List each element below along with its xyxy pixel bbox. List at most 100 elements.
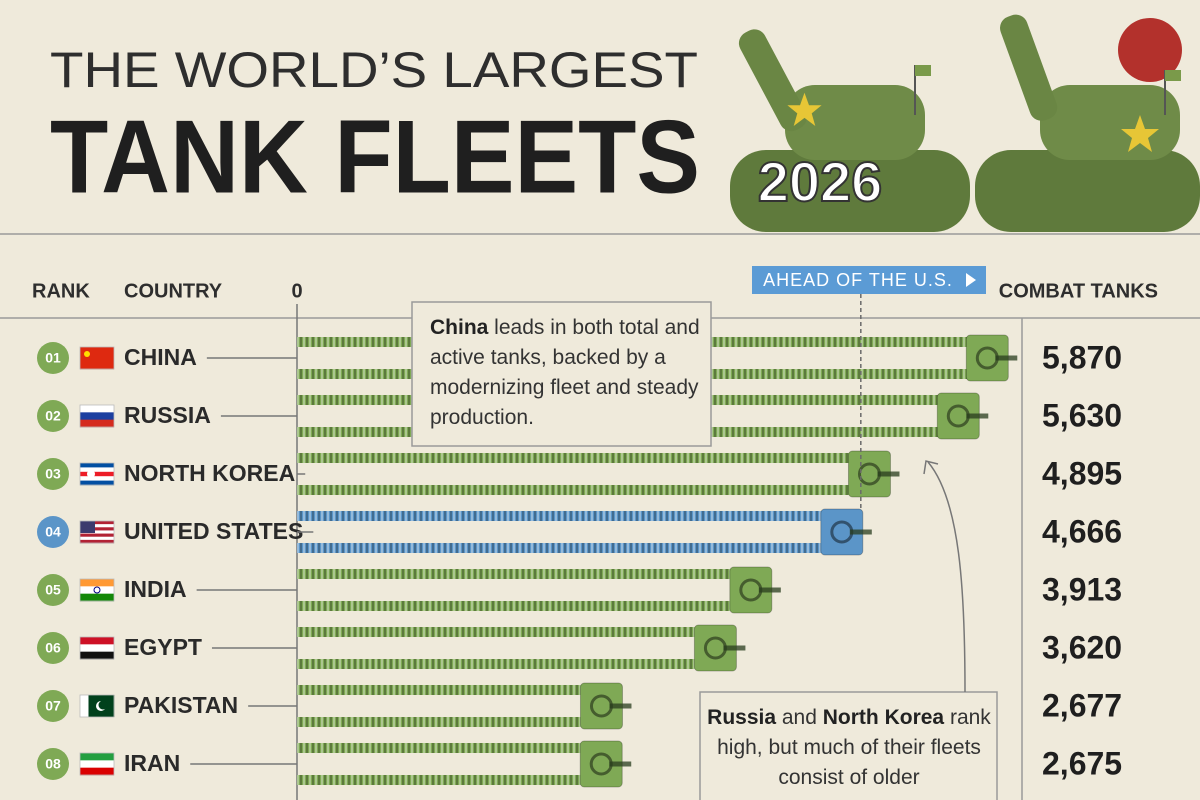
category-header: COUNTRY <box>124 280 223 302</box>
rank-badge <box>37 632 69 664</box>
bar <box>297 450 900 498</box>
flag-part <box>80 539 114 544</box>
flag <box>79 578 115 602</box>
bar <box>297 740 632 788</box>
row: 03 NORTH KOREA 4,895 <box>37 450 1122 498</box>
flag-part <box>80 637 114 645</box>
track <box>297 775 585 785</box>
category-label: INDIA <box>124 576 187 602</box>
rank-badge <box>37 516 69 548</box>
track <box>297 485 853 495</box>
flag-part <box>98 700 108 710</box>
flag-border <box>79 694 115 718</box>
flag-border <box>79 520 115 544</box>
flag-part <box>80 524 114 528</box>
flag-part <box>80 480 114 486</box>
tank-barrel <box>609 761 632 767</box>
row: 04 UNITED STATES 4,666 <box>37 508 1122 556</box>
flag-border <box>79 636 115 660</box>
rank-label: 06 <box>45 640 61 656</box>
category-label: CHINA <box>124 344 197 370</box>
track <box>297 453 853 463</box>
flag-part <box>105 695 115 717</box>
flag-part <box>87 470 95 478</box>
value-header: COMBAT TANKS <box>999 280 1158 302</box>
title-top: THE WORLD’S LARGEST <box>50 42 698 98</box>
track <box>297 685 585 695</box>
row: 05 INDIA 3,913 <box>37 566 1122 614</box>
track <box>297 743 585 753</box>
reference-badge <box>752 266 986 294</box>
flag-part <box>88 695 98 717</box>
rank-label: 03 <box>45 466 61 482</box>
flag-part <box>93 586 101 594</box>
flag-part <box>80 471 114 477</box>
rank-badge <box>37 690 69 722</box>
category-label: EGYPT <box>124 634 202 660</box>
flag-border <box>79 752 115 776</box>
annotation: China leads in both total and active tan… <box>430 313 705 433</box>
tank-barrel <box>723 645 746 651</box>
category-label: UNITED STATES <box>124 518 303 544</box>
flag <box>79 636 115 660</box>
annotation-text: China <box>430 316 489 339</box>
flag-part <box>80 651 114 660</box>
category-label: NORTH KOREA <box>124 460 295 486</box>
tank-barrel <box>966 413 989 419</box>
flag-part <box>80 467 114 473</box>
annotation-text: and <box>776 706 823 729</box>
flag-part <box>80 767 114 776</box>
flag-part <box>80 760 114 769</box>
annotation-text: North Korea <box>822 706 945 729</box>
flag-part <box>80 586 114 595</box>
logo <box>1118 18 1182 82</box>
track <box>297 543 825 553</box>
tank-barrel <box>609 703 632 709</box>
rank-badge <box>37 458 69 490</box>
chart-title: TANK FLEETS <box>50 99 700 215</box>
rank-label: 04 <box>45 524 61 540</box>
track <box>297 569 734 579</box>
tank-illustration <box>730 14 1200 232</box>
annotation-text: Russia <box>707 706 777 729</box>
track <box>297 659 699 669</box>
flag-part <box>80 419 114 428</box>
value-label: 4,666 <box>1042 513 1122 549</box>
value-label: 5,870 <box>1042 339 1122 375</box>
rank-label: 01 <box>45 350 61 366</box>
annotation: Russia and North Korea rank high, but mu… <box>704 703 994 793</box>
flag <box>79 694 115 718</box>
category-label: IRAN <box>124 750 180 776</box>
flag-part <box>80 521 114 525</box>
flag-part <box>80 476 114 482</box>
rank-badge <box>37 574 69 606</box>
bar <box>297 624 746 672</box>
flag <box>79 346 115 370</box>
tank-barrel <box>995 355 1018 361</box>
flag-part <box>80 463 114 468</box>
flag-part <box>80 533 114 538</box>
tank-barrel <box>758 587 781 593</box>
flag <box>79 404 115 428</box>
flag-part <box>80 412 114 421</box>
flag <box>79 520 115 544</box>
rank-label: 05 <box>45 582 61 598</box>
category-label: PAKISTAN <box>124 692 238 718</box>
track <box>297 717 585 727</box>
flag-border <box>79 346 115 370</box>
flag-part <box>80 593 114 602</box>
flag-part <box>80 579 114 587</box>
rank-label: 07 <box>45 698 61 714</box>
value-label: 4,895 <box>1042 455 1122 491</box>
track <box>297 601 734 611</box>
row: 07 PAKISTAN 2,677 <box>37 682 1122 730</box>
row: 06 EGYPT 3,620 <box>37 624 1122 672</box>
bar <box>297 508 872 556</box>
category-label: RUSSIA <box>124 402 211 428</box>
track <box>297 627 699 637</box>
reference-label: AHEAD OF THE U.S. <box>763 270 953 290</box>
flag-part <box>80 527 114 531</box>
reference-arrow <box>966 273 976 287</box>
x-tick-label: 0 <box>291 280 302 302</box>
